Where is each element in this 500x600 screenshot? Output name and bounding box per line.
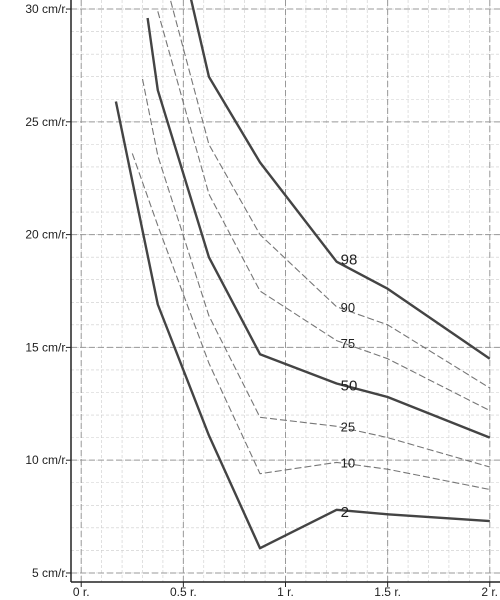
- y-tick-label: 25 cm/r.: [25, 115, 68, 129]
- series-label-50: 50: [341, 378, 358, 395]
- series-line-2: [114, 101, 490, 550]
- series-line-25: [141, 78, 490, 468]
- axes: [66, 0, 500, 587]
- series-labels: 2 10 25 50 75 90 98: [341, 251, 358, 521]
- series-lines: [114, 0, 491, 550]
- series-label-25: 25: [341, 419, 355, 434]
- x-tick-label: 0.5 r.: [170, 585, 197, 599]
- x-tick-label: 0 r.: [73, 585, 90, 599]
- x-tick-label: 1 r.: [277, 585, 294, 599]
- x-tick-label: 1.5 r.: [374, 585, 401, 599]
- series-label-90: 90: [341, 300, 355, 315]
- series-line-90: [169, 0, 491, 389]
- series-label-98: 98: [341, 251, 358, 268]
- minor-gridlines: [71, 0, 500, 582]
- x-tick-label: 2 r.: [481, 585, 498, 599]
- series-label-10: 10: [341, 455, 355, 470]
- series-label-75: 75: [341, 336, 355, 351]
- y-tick-label: 15 cm/r.: [25, 340, 68, 354]
- series-line-98: [189, 0, 491, 360]
- y-tick-label: 30 cm/r.: [25, 2, 68, 16]
- y-tick-label: 20 cm/r.: [25, 228, 68, 242]
- series-line-75: [157, 11, 491, 412]
- y-tick-label: 5 cm/r.: [32, 566, 68, 580]
- y-tick-label: 10 cm/r.: [25, 453, 68, 467]
- tick-labels: 5 cm/r. 10 cm/r. 15 cm/r. 20 cm/r. 25 cm/r. 3…: [25, 2, 498, 599]
- series-line-10: [131, 153, 490, 491]
- major-gridlines: [71, 0, 500, 582]
- series-line-50: [146, 17, 491, 439]
- series-label-2: 2: [341, 504, 349, 521]
